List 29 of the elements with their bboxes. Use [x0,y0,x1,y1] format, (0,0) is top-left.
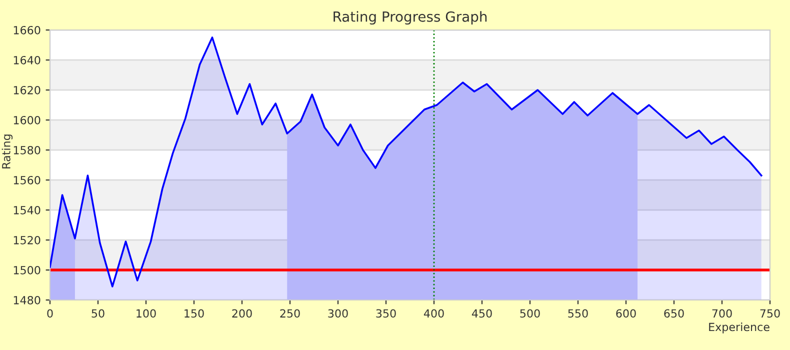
y-tick-label: 1520 [14,236,40,244]
y-tick-label: 1580 [14,146,40,154]
y-tick-label: 1480 [14,296,40,304]
y-tick-label: 1500 [14,266,40,274]
x-tick-label: 300 [328,309,348,318]
x-tick-label: 350 [376,309,396,318]
x-tick-label: 100 [136,309,156,318]
x-tick-label: 650 [664,309,684,318]
x-tick-label: 150 [184,309,204,318]
y-tick-label: 1540 [14,206,40,214]
y-tick-label: 1640 [14,56,40,64]
x-tick-label: 500 [520,309,540,318]
y-tick-label: 1620 [14,86,40,94]
x-tick-label: 200 [232,309,252,318]
x-tick-label: 600 [616,309,636,318]
x-tick-label: 450 [472,309,492,318]
x-tick-label: 400 [424,309,444,318]
x-tick-label: 0 [47,309,53,318]
y-tick-label: 1660 [14,26,40,34]
x-tick-label: 250 [280,309,300,318]
y-tick-label: 1600 [14,116,40,124]
y-axis-title: Rating [2,134,13,168]
x-tick-label: 550 [568,309,588,318]
y-tick-label: 1560 [14,176,40,184]
chart-title: Rating Progress Graph [334,11,487,25]
x-tick-label: 750 [760,309,780,318]
x-tick-label: 50 [92,309,104,318]
x-tick-label: 700 [712,309,732,318]
x-axis-title: Experience [709,322,770,334]
